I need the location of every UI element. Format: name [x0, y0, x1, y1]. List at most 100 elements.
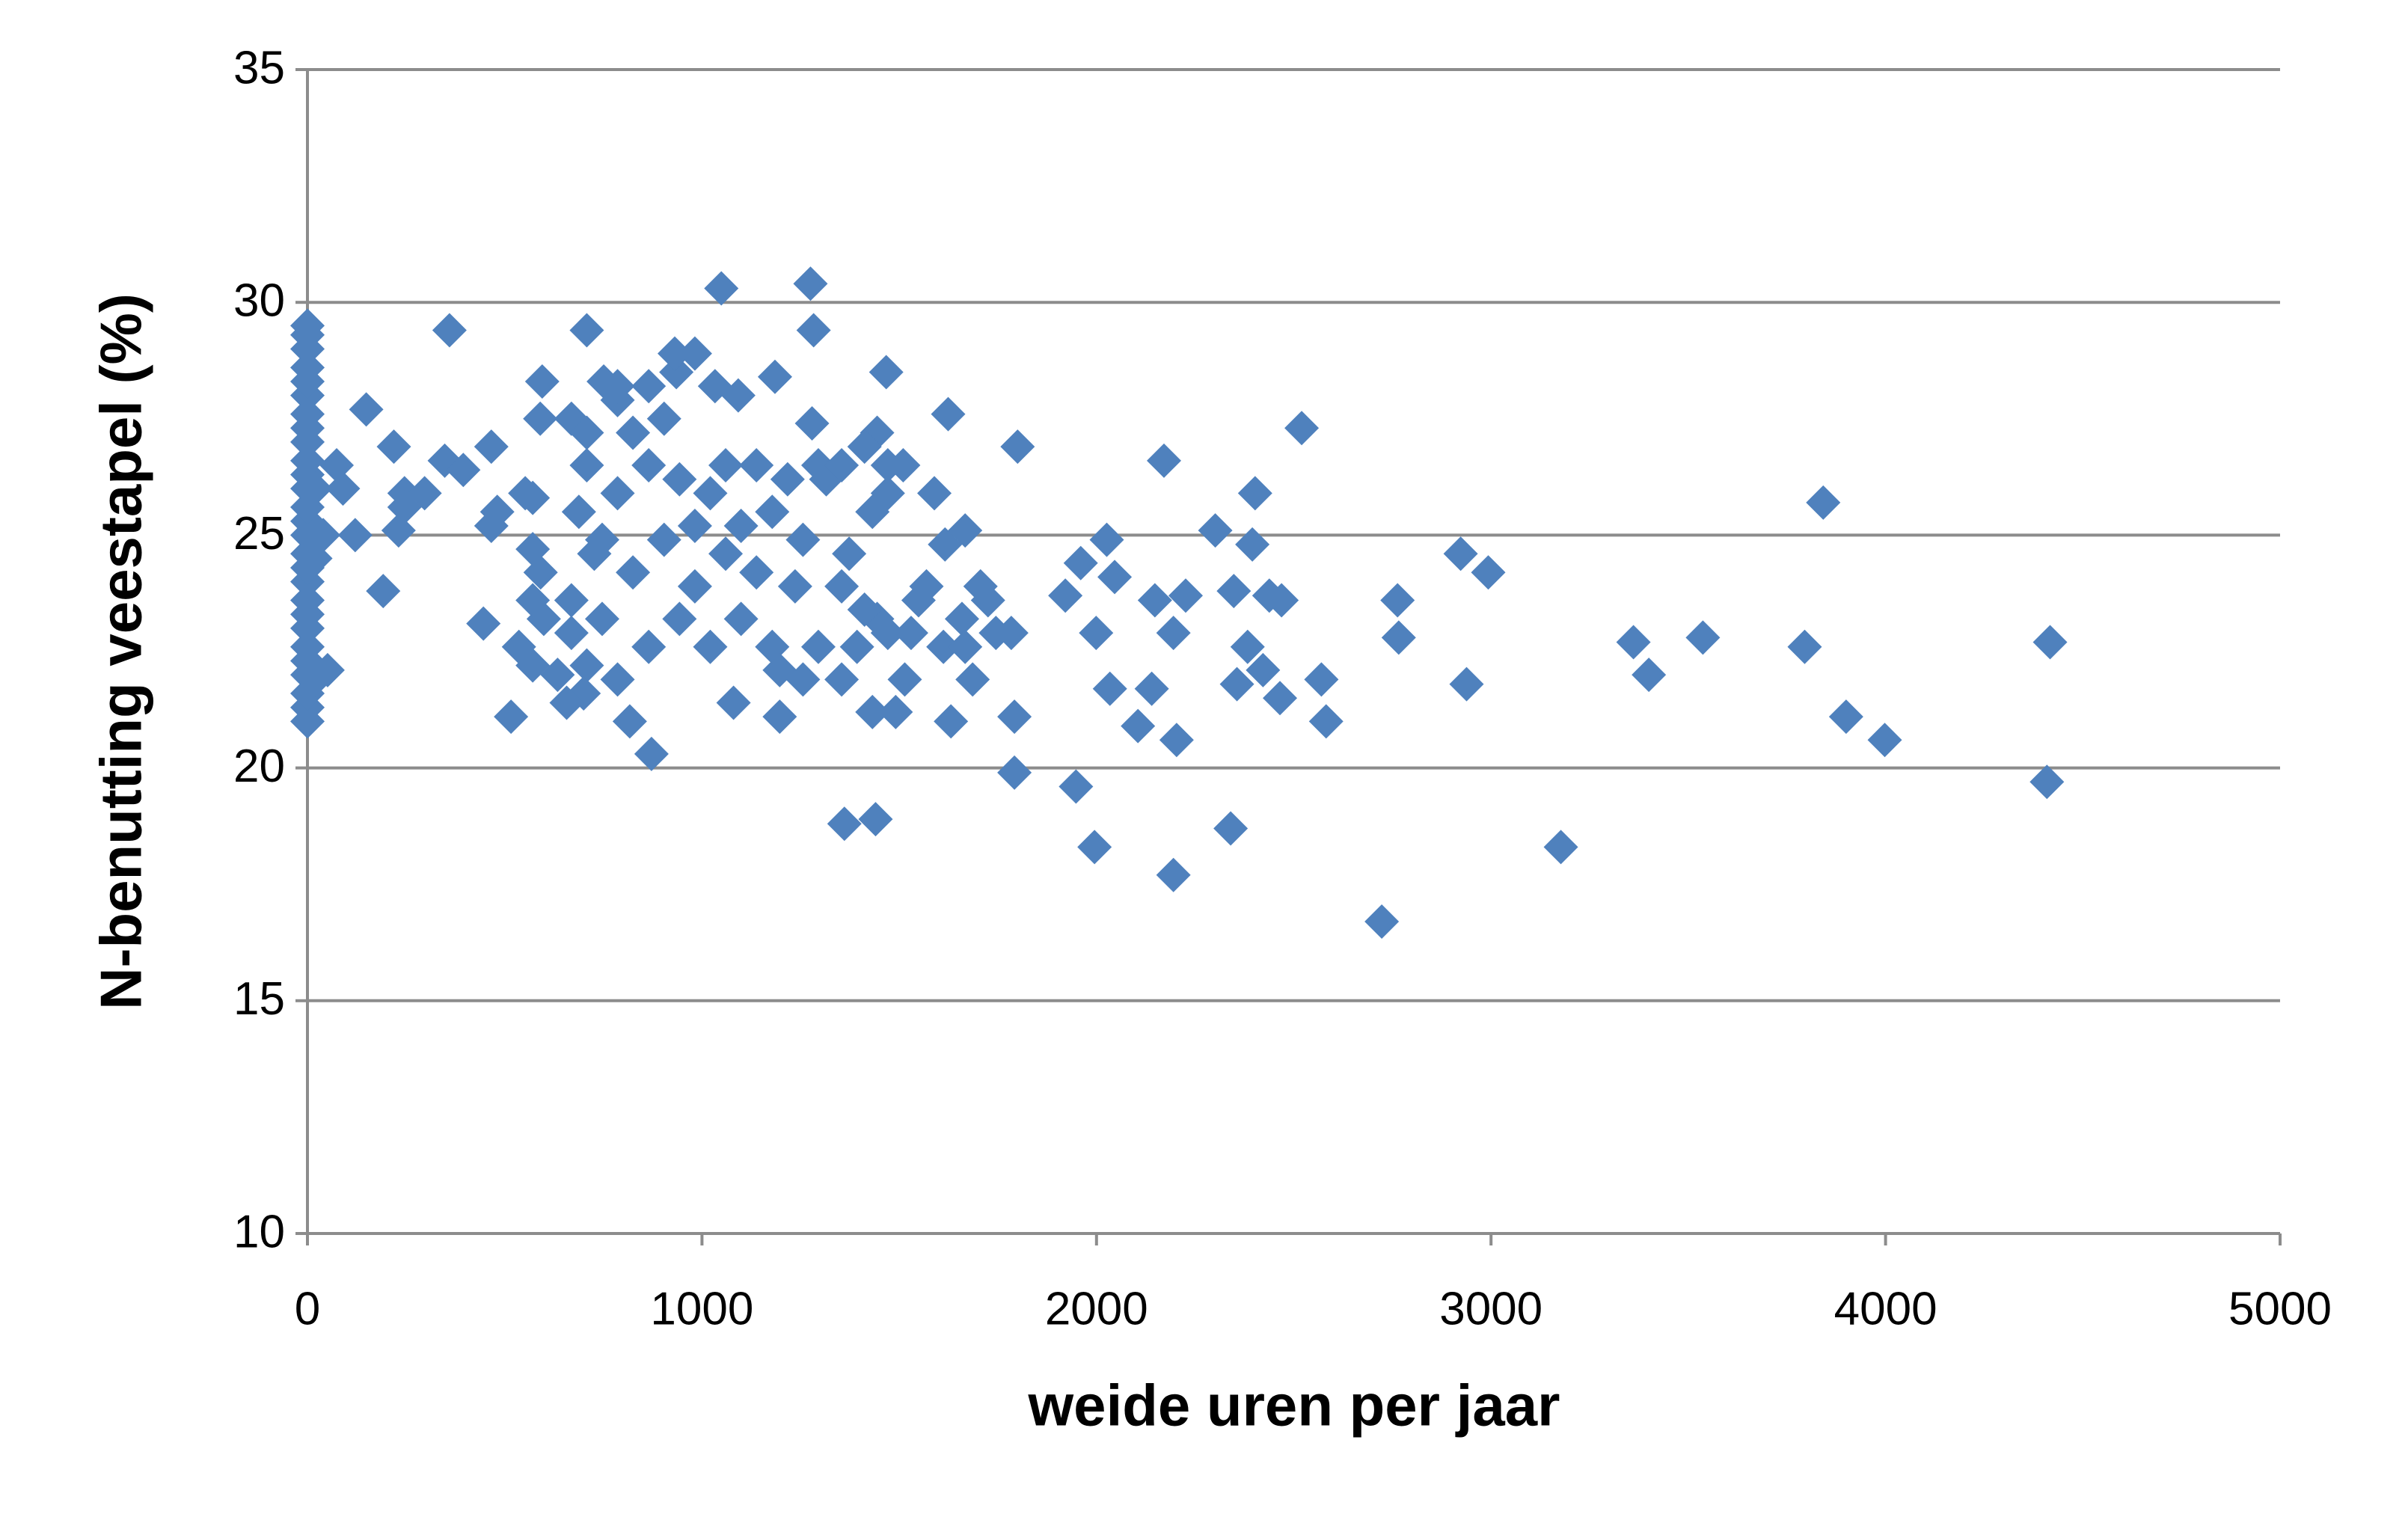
data-point: [466, 606, 501, 641]
data-point: [1079, 616, 1114, 651]
data-point: [847, 592, 882, 627]
data-point: [824, 569, 860, 604]
data-point: [290, 396, 325, 432]
data-point: [616, 415, 651, 450]
data-point: [997, 699, 1032, 735]
data-point: [1063, 545, 1098, 580]
data-point: [290, 350, 325, 385]
data-point: [524, 364, 560, 399]
data-point: [584, 601, 619, 637]
data-point: [1216, 574, 1252, 609]
data-point: [785, 522, 821, 557]
data-point: [1059, 769, 1094, 804]
data-point: [1380, 583, 1415, 618]
data-point: [794, 406, 830, 441]
data-point: [631, 448, 667, 483]
data-point: [928, 527, 963, 562]
data-point: [708, 448, 744, 483]
data-point: [600, 662, 635, 697]
data-point: [432, 313, 467, 348]
x-tick-label: 1000: [650, 1283, 753, 1334]
data-point: [290, 629, 325, 664]
data-point: [1685, 620, 1721, 655]
data-point: [847, 429, 882, 465]
x-tick-label: 4000: [1834, 1283, 1937, 1334]
data-point: [549, 685, 584, 720]
data-point: [515, 583, 551, 618]
data-point: [1263, 681, 1298, 716]
data-point: [1364, 904, 1400, 939]
data-point: [381, 513, 416, 548]
data-point: [1134, 671, 1169, 706]
data-point: [677, 336, 712, 371]
data-point: [757, 359, 792, 394]
data-point: [870, 448, 905, 483]
data-point: [1471, 555, 1506, 590]
data-point: [858, 802, 893, 837]
data-point: [948, 629, 983, 664]
data-point: [523, 401, 558, 436]
data-point: [1092, 671, 1127, 706]
data-point: [446, 453, 481, 488]
data-point: [723, 601, 759, 637]
data-point: [349, 392, 384, 427]
data-point: [832, 536, 867, 571]
data-point: [1137, 583, 1172, 618]
data-point: [1867, 723, 1902, 758]
data-point: [1237, 476, 1272, 511]
data-point: [631, 629, 667, 664]
data-point: [662, 462, 697, 497]
data-point: [325, 471, 361, 506]
x-tick-label: 3000: [1439, 1283, 1542, 1334]
data-point: [1381, 620, 1416, 655]
data-point: [631, 369, 667, 404]
data-point: [1543, 830, 1578, 865]
data-point: [755, 494, 790, 530]
data-point: [290, 308, 325, 343]
data-point: [777, 569, 812, 604]
data-point: [290, 443, 325, 478]
data-point: [1159, 723, 1194, 758]
data-point: [934, 704, 969, 739]
data-point: [366, 574, 401, 609]
x-tick-label: 0: [295, 1283, 320, 1334]
y-tick-label: 35: [233, 42, 285, 94]
data-point: [1308, 704, 1344, 739]
data-point: [646, 401, 681, 436]
data-point: [868, 355, 904, 390]
data-point: [762, 652, 797, 687]
data-point: [944, 601, 979, 637]
x-tick-label: 5000: [2228, 1283, 2332, 1334]
data-point: [474, 429, 509, 465]
data-point: [515, 532, 551, 567]
data-point: [723, 508, 759, 543]
data-point: [800, 629, 836, 664]
data-point: [616, 555, 651, 590]
data-point: [870, 616, 905, 651]
data-point: [796, 313, 831, 348]
data-point: [693, 629, 728, 664]
data-point: [855, 694, 890, 729]
data-point: [1000, 429, 1035, 465]
data-point: [1230, 629, 1265, 664]
data-point: [963, 569, 998, 604]
y-tick-label: 10: [233, 1206, 285, 1257]
data-point: [1168, 578, 1203, 613]
data-point: [306, 518, 341, 553]
data-point: [658, 336, 693, 371]
data-point: [917, 476, 952, 511]
data-point: [1449, 666, 1484, 702]
data-point: [824, 448, 860, 483]
data-point: [480, 494, 515, 530]
data-point: [1235, 527, 1270, 562]
data-point: [569, 448, 604, 483]
data-point: [569, 313, 604, 348]
data-point: [1097, 560, 1133, 595]
data-point: [569, 415, 604, 450]
data-point: [704, 271, 739, 306]
data-point: [569, 648, 604, 683]
data-point: [554, 583, 589, 618]
data-point: [2029, 764, 2065, 800]
